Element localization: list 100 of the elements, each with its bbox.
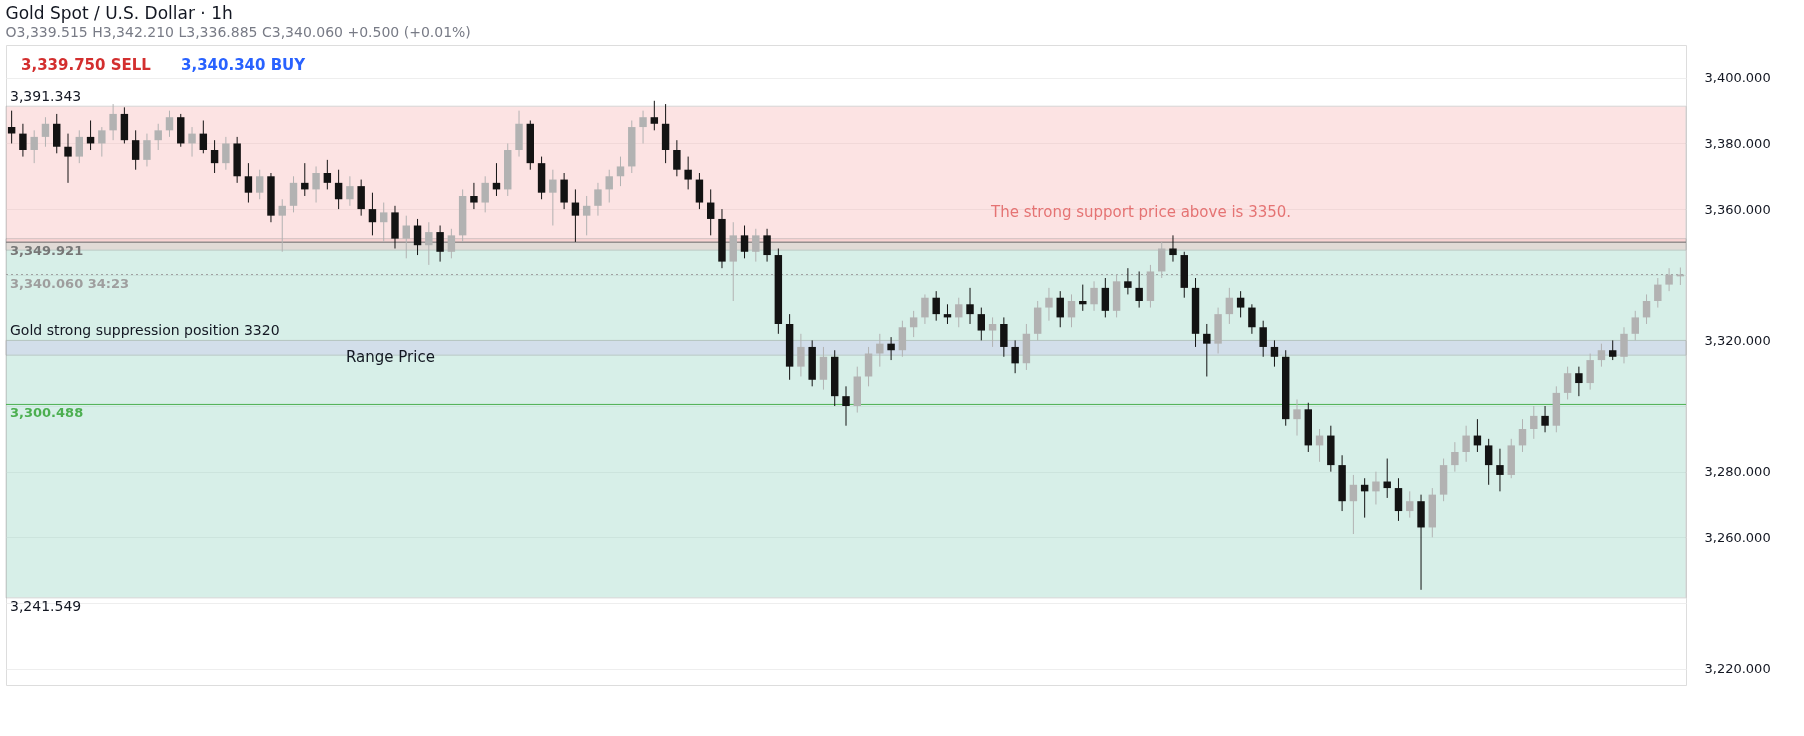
y-tick-label: 3,220.000 [1704, 661, 1771, 677]
chart-title: Gold Spot / U.S. Dollar · 1h [5, 3, 233, 23]
candlestick [887, 336, 895, 361]
candlestick [921, 293, 929, 325]
candlestick [402, 215, 410, 259]
candlestick [605, 169, 613, 204]
candlestick [346, 175, 354, 207]
annotation: 3,339.750 SELL [21, 56, 152, 74]
candlestick [7, 110, 16, 144]
candlestick [1665, 267, 1673, 292]
candlestick [966, 287, 974, 325]
candlestick [1518, 418, 1527, 453]
candlestick [1169, 234, 1177, 263]
candlestick [819, 346, 828, 391]
candlestick [154, 123, 162, 151]
candlestick [301, 162, 309, 197]
candlestick [977, 307, 986, 341]
candlestick [1451, 441, 1459, 473]
candlestick [797, 333, 805, 377]
candlestick [30, 129, 38, 164]
candlestick [1045, 287, 1053, 322]
candlestick [1124, 267, 1132, 295]
candlestick [131, 129, 140, 171]
candlestick [1270, 339, 1279, 368]
candlestick [98, 126, 106, 158]
candlestick [752, 228, 760, 263]
candlestick [447, 228, 456, 259]
candlestick [582, 195, 591, 236]
candlestick [1011, 339, 1019, 374]
candlestick [1394, 477, 1403, 522]
candlestick [1597, 343, 1606, 368]
candlestick [876, 333, 884, 368]
band-label: 3,241.549 [10, 597, 82, 614]
candlestick [1608, 339, 1617, 361]
candlestick [1236, 290, 1245, 318]
candlestick [1135, 270, 1143, 309]
candlestick [571, 188, 580, 243]
ref-line-label: 3,300.488 [10, 405, 84, 421]
candlestick [165, 110, 174, 138]
candlestick [143, 133, 151, 167]
ref-line-label: 3,340.060 34:23 [10, 275, 130, 291]
candlestick [109, 103, 117, 141]
candlestick [673, 139, 681, 177]
candlestick [955, 297, 963, 328]
chart-subtitle: O3,339.515 H3,342.210 L3,336.885 C3,340.060 +0.500 (+0.01%) [5, 24, 471, 40]
band-label: 3,391.343 [10, 88, 82, 105]
candlestick [1496, 448, 1504, 492]
candlestick [1530, 405, 1538, 440]
y-tick-label: 3,360.000 [1704, 201, 1771, 217]
candlestick [639, 110, 647, 144]
candlestick [1090, 280, 1098, 312]
candlestick [210, 139, 219, 174]
y-tick-label: 3,260.000 [1704, 529, 1771, 545]
candlestick [763, 228, 771, 263]
candlestick [1101, 277, 1110, 318]
candlestick [289, 175, 298, 213]
candlestick [842, 385, 850, 427]
candlestick [1056, 290, 1064, 328]
candlestick [1484, 438, 1493, 486]
candlestick [1575, 366, 1583, 397]
candlestick [1563, 366, 1572, 400]
candlestick [19, 123, 27, 158]
candlestick [1406, 490, 1414, 519]
candlestick [199, 119, 208, 154]
candlestick [1259, 320, 1267, 358]
candlestick [413, 218, 422, 256]
candlestick [898, 320, 907, 358]
candlestick [222, 136, 230, 171]
candlestick [244, 162, 253, 204]
candlestick [380, 202, 388, 243]
candlestick [1248, 303, 1256, 335]
candlestick [1462, 425, 1470, 463]
candlestick [368, 192, 377, 236]
candlestick [188, 126, 196, 158]
candlestick [1372, 471, 1380, 505]
candlestick [1000, 316, 1008, 358]
band-label: Gold strong suppression position 3320 [10, 322, 280, 339]
y-tick-label: 3,320.000 [1704, 332, 1771, 348]
candlestick [616, 156, 625, 187]
ref-line-label: 3,349.921 [10, 243, 84, 259]
candlestick [357, 179, 365, 217]
candlestick [706, 188, 715, 236]
candlestick [932, 290, 940, 322]
annotation: 3,340.340 BUY [181, 56, 307, 74]
candlestick [1541, 405, 1549, 433]
candlestick [1067, 293, 1076, 328]
candlestick [1203, 323, 1211, 377]
candlestick [864, 346, 873, 387]
candlestick [650, 100, 659, 131]
y-tick-label: 3,380.000 [1704, 135, 1771, 151]
candlestick [695, 172, 704, 210]
candlestick [560, 172, 568, 210]
candlestick [1631, 310, 1639, 341]
candlestick [64, 133, 72, 184]
candlestick [549, 169, 557, 227]
candlestick [75, 129, 84, 164]
candlestick [53, 113, 61, 154]
y-tick-label: 3,400.000 [1704, 70, 1771, 86]
candlestick [1293, 398, 1301, 437]
candlestick [481, 175, 489, 213]
